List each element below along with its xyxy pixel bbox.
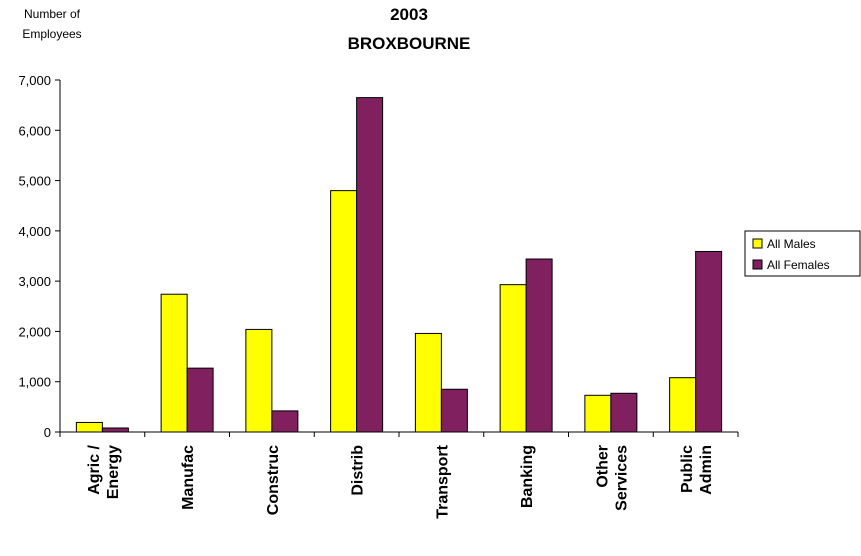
bar-males [160,293,188,433]
y-tick-label: 7,000 [18,73,51,88]
bar-females [440,388,468,433]
x-category-label: Manufac [180,445,197,510]
x-category-label: Public [679,445,696,493]
legend-box [744,230,861,277]
y-tick-label: 1,000 [18,375,51,390]
bar-females [101,427,129,433]
bar-females [610,392,638,433]
x-category-label: Distrib [350,445,367,496]
x-category-label: Other [594,445,611,488]
bar-females [271,410,299,433]
chart-title-line1: 2003 [390,5,428,24]
x-category-label: Services [613,445,630,511]
legend-swatch [752,259,763,270]
y-tick-label: 6,000 [18,123,51,138]
bar-males [245,328,273,433]
bar-males [330,190,358,433]
bar-females [356,97,384,433]
y-tick-label: 5,000 [18,174,51,189]
x-category-label: Banking [519,445,536,508]
bar-females [695,250,723,433]
plot-area: 0 1,000 2,000 3,000 4,000 5,000 6,000 7,000 Agri… [18,73,739,519]
bar-females [186,367,214,433]
y-axis-label-line1: Number of [24,7,81,21]
chart-title-line2: BROXBOURNE [348,34,471,53]
legend-label: All Females [767,258,830,272]
bar-males [414,332,442,433]
bar-females [525,258,553,433]
x-category-label: Energy [105,445,122,499]
legend-swatch [752,238,763,249]
legend: All Males All Females [744,230,861,277]
x-category-label: Agric / [86,444,103,494]
bar-males [584,394,612,433]
legend-label: All Males [767,237,816,251]
y-tick-label: 0 [44,425,51,440]
x-category-label: Admin [698,445,715,495]
bar-males [499,284,527,433]
y-tick-label: 2,000 [18,324,51,339]
y-tick-label: 3,000 [18,274,51,289]
bar-males [75,421,103,433]
y-axis-label-line2: Employees [22,27,81,41]
x-category-label: Transport [434,444,451,518]
bar-males [669,377,697,433]
x-category-label: Construc [265,445,282,515]
y-tick-label: 4,000 [18,224,51,239]
